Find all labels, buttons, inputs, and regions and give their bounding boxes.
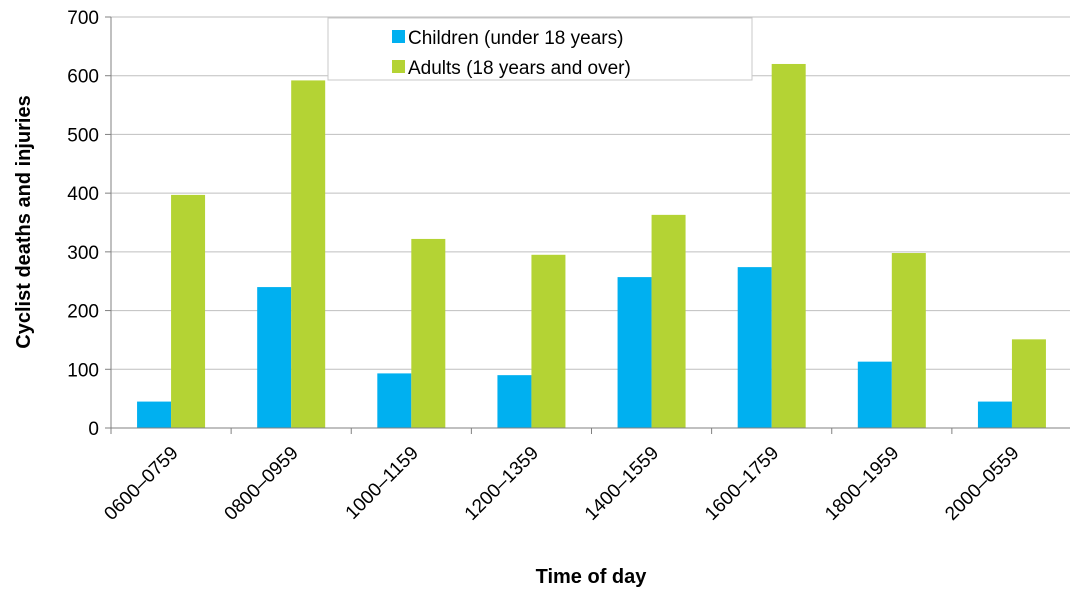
x-tick-label: 0800–0959 (221, 443, 303, 525)
bar-children (977, 401, 1012, 428)
y-tick-label: 200 (67, 302, 99, 323)
y-tick-label: 100 (67, 360, 99, 381)
bar-adults (531, 254, 566, 428)
x-axis-title: Time of day (536, 566, 648, 588)
x-tick-label: 2000–0559 (941, 443, 1023, 525)
bar-adults (411, 238, 446, 428)
bar-children (857, 361, 892, 428)
y-tick-label: 700 (67, 8, 99, 29)
x-tick-label: 1800–1959 (821, 443, 903, 525)
bar-adults (1011, 339, 1046, 428)
bar-children (737, 267, 772, 428)
bar-adults (171, 194, 206, 428)
y-tick-label: 500 (67, 125, 99, 146)
axes (105, 16, 1070, 434)
y-tick-label: 400 (67, 184, 99, 205)
bars (137, 63, 1046, 428)
legend-swatch-children (392, 30, 405, 43)
x-tick-label: 1200–1359 (461, 443, 543, 525)
y-tick-label: 300 (67, 243, 99, 264)
x-tick-label: 1000–1159 (342, 443, 423, 524)
bar-children (377, 373, 412, 428)
legend-label-adults: Adults (18 years and over) (408, 58, 631, 79)
bar-adults (891, 253, 926, 428)
bar-children (617, 277, 652, 428)
y-axis-title: Cyclist deaths and injuries (13, 95, 35, 348)
x-tick-label: 1600–1759 (701, 443, 783, 525)
y-tick-label: 0 (88, 419, 99, 440)
x-tick-label: 0600–0759 (100, 443, 182, 525)
legend: Children (under 18 years) Adults (18 yea… (327, 17, 753, 81)
bar-children (257, 287, 292, 428)
y-tick-labels: 0 100 200 300 400 500 600 700 (67, 8, 99, 440)
bar-children (497, 375, 532, 428)
x-tick-labels: 0600–0759 0800–0959 1000–1159 1200–1359 1400… (100, 443, 1023, 525)
legend-swatch-adults (392, 60, 405, 73)
legend-label-children: Children (under 18 years) (408, 28, 623, 49)
bar-adults (651, 214, 686, 428)
bar-adults (291, 80, 326, 428)
bar-children (137, 401, 172, 428)
bar-adults (771, 63, 806, 428)
y-tick-label: 600 (67, 67, 99, 88)
x-tick-label: 1400–1559 (581, 443, 663, 525)
